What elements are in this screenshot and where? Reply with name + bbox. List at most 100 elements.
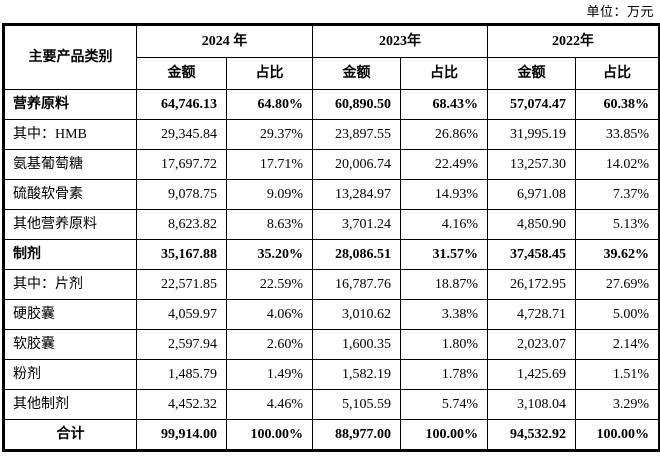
- year-header-row: 主要产品类别 2024 年 2023年 2022年: [3, 24, 660, 90]
- ratio-cell: 64.80%: [226, 89, 313, 120]
- amount-cell: 57,074.47: [487, 89, 576, 120]
- row-label: 氨基葡萄糖: [3, 149, 137, 180]
- row-label: 制剂: [3, 239, 137, 270]
- ratio-cell: 68.43%: [400, 89, 488, 120]
- ratio-cell: 3.29%: [575, 389, 660, 420]
- ratio-cell: 14.02%: [575, 149, 660, 180]
- amount-cell: 8,623.82: [136, 209, 227, 240]
- amount-cell: 3,010.62: [312, 299, 401, 330]
- amount-column-header: 金额: [312, 57, 401, 90]
- ratio-cell: 9.09%: [226, 179, 313, 210]
- row-label: 其中：片剂: [3, 269, 137, 300]
- ratio-cell: 5.00%: [575, 299, 660, 330]
- year-header-2024: 2024 年: [136, 24, 313, 58]
- amount-cell: 4,452.32: [136, 389, 227, 420]
- ratio-cell: 5.13%: [575, 209, 660, 240]
- amount-cell: 6,971.08: [487, 179, 576, 210]
- row-label: 营养原料: [3, 89, 137, 120]
- ratio-cell: 22.49%: [400, 149, 488, 180]
- amount-cell: 2,597.94: [136, 329, 227, 360]
- table-row: 粉剂 1,485.79 1.49% 1,582.19 1.78% 1,425.69 1.51…: [3, 359, 660, 390]
- table-row: 软胶囊 2,597.94 2.60% 1,600.35 1.80% 2,023.07 2.1…: [3, 329, 660, 360]
- row-label: 硫酸软骨素: [3, 179, 137, 210]
- unit-label: 单位：万元: [586, 4, 654, 19]
- amount-cell: 13,257.30: [487, 149, 576, 180]
- ratio-cell: 2.60%: [226, 329, 313, 360]
- amount-cell: 3,108.04: [487, 389, 576, 420]
- row-label: 其中：HMB: [3, 119, 137, 150]
- ratio-cell: 27.69%: [575, 269, 660, 300]
- amount-cell: 37,458.45: [487, 239, 576, 270]
- ratio-cell: 2.14%: [575, 329, 660, 360]
- ratio-cell: 35.20%: [226, 239, 313, 270]
- table-row: 硫酸软骨素 9,078.75 9.09% 13,284.97 14.93% 6,971.0…: [3, 179, 660, 210]
- amount-cell: 31,995.19: [487, 119, 576, 150]
- year-header-2022: 2022年: [487, 24, 660, 58]
- amount-cell: 1,582.19: [312, 359, 401, 390]
- ratio-cell: 4.16%: [400, 209, 488, 240]
- row-label: 硬胶囊: [3, 299, 137, 330]
- amount-cell: 1,600.35: [312, 329, 401, 360]
- amount-cell: 22,571.85: [136, 269, 227, 300]
- amount-column-header: 金额: [136, 57, 227, 90]
- amount-column-header: 金额: [487, 57, 576, 90]
- amount-cell: 99,914.00: [136, 419, 227, 451]
- table-row: 其中：片剂 22,571.85 22.59% 16,787.76 18.87% 26,17…: [3, 269, 660, 300]
- table-row: 其中：HMB 29,345.84 29.37% 23,897.55 26.86% 31,9…: [3, 119, 660, 150]
- amount-cell: 2,023.07: [487, 329, 576, 360]
- table-row: 制剂 35,167.88 35.20% 28,086.51 31.57% 37,458.4…: [3, 239, 660, 270]
- ratio-cell: 1.80%: [400, 329, 488, 360]
- ratio-cell: 1.78%: [400, 359, 488, 390]
- subheader-row: 金额 占比 金额 占比 金额 占比: [4, 57, 660, 90]
- table-body: 营养原料 64,746.13 64.80% 60,890.50 68.43% 57,074…: [3, 89, 660, 451]
- ratio-cell: 29.37%: [226, 119, 313, 150]
- row-label: 其他营养原料: [3, 209, 137, 240]
- amount-cell: 88,977.00: [312, 419, 401, 451]
- table-row: 氨基葡萄糖 17,697.72 17.71% 20,006.74 22.49% 13,25…: [3, 149, 660, 180]
- amount-cell: 28,086.51: [312, 239, 401, 270]
- ratio-cell: 1.49%: [226, 359, 313, 390]
- amount-cell: 17,697.72: [136, 149, 227, 180]
- table-row: 其他制剂 4,452.32 4.46% 5,105.59 5.74% 3,108.04 3.…: [3, 389, 660, 420]
- ratio-column-header: 占比: [575, 57, 660, 90]
- amount-cell: 4,059.97: [136, 299, 227, 330]
- ratio-cell: 8.63%: [226, 209, 313, 240]
- ratio-cell: 7.37%: [575, 179, 660, 210]
- amount-cell: 16,787.76: [312, 269, 401, 300]
- ratio-cell: 39.62%: [575, 239, 660, 270]
- year-header-2023: 2023年: [312, 24, 488, 58]
- ratio-cell: 100.00%: [400, 419, 488, 451]
- amount-cell: 23,897.55: [312, 119, 401, 150]
- ratio-cell: 18.87%: [400, 269, 488, 300]
- amount-cell: 35,167.88: [136, 239, 227, 270]
- amount-cell: 29,345.84: [136, 119, 227, 150]
- ratio-cell: 14.93%: [400, 179, 488, 210]
- ratio-cell: 60.38%: [575, 89, 660, 120]
- amount-cell: 4,850.90: [487, 209, 576, 240]
- amount-cell: 9,078.75: [136, 179, 227, 210]
- product-category-table: 主要产品类别 2024 年 2023年 2022年 金额 占比 金额 占比 金额…: [2, 23, 660, 452]
- category-column-header: 主要产品类别: [3, 24, 137, 90]
- ratio-column-header: 占比: [226, 57, 313, 90]
- ratio-cell: 5.74%: [400, 389, 488, 420]
- table-row: 合计 99,914.00 100.00% 88,977.00 100.00% 94,532…: [3, 419, 660, 451]
- row-label: 其他制剂: [3, 389, 137, 420]
- row-label: 软胶囊: [3, 329, 137, 360]
- ratio-cell: 33.85%: [575, 119, 660, 150]
- amount-cell: 94,532.92: [487, 419, 576, 451]
- ratio-cell: 100.00%: [226, 419, 313, 451]
- amount-cell: 1,425.69: [487, 359, 576, 390]
- table-row: 其他营养原料 8,623.82 8.63% 3,701.24 4.16% 4,850.90…: [3, 209, 660, 240]
- row-label: 粉剂: [3, 359, 137, 390]
- ratio-cell: 17.71%: [226, 149, 313, 180]
- table-row: 硬胶囊 4,059.97 4.06% 3,010.62 3.38% 4,728.71 5.0…: [3, 299, 660, 330]
- ratio-cell: 26.86%: [400, 119, 488, 150]
- table-row: 营养原料 64,746.13 64.80% 60,890.50 68.43% 57,074…: [3, 89, 660, 120]
- amount-cell: 26,172.95: [487, 269, 576, 300]
- amount-cell: 13,284.97: [312, 179, 401, 210]
- amount-cell: 64,746.13: [136, 89, 227, 120]
- amount-cell: 60,890.50: [312, 89, 401, 120]
- ratio-cell: 1.51%: [575, 359, 660, 390]
- amount-cell: 3,701.24: [312, 209, 401, 240]
